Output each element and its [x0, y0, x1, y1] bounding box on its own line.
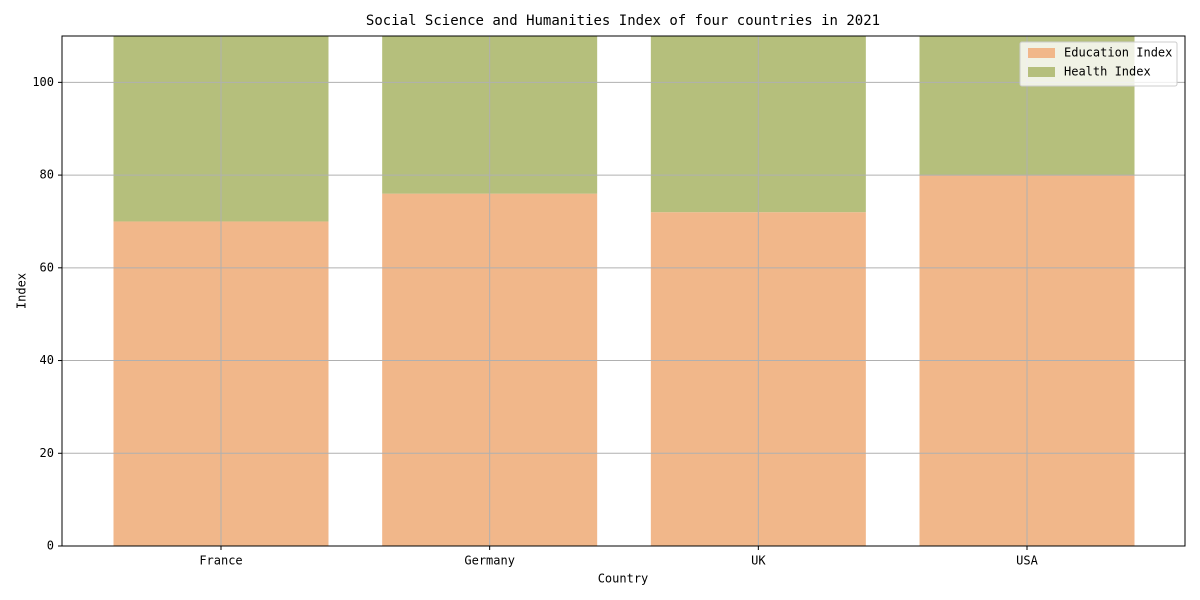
plot-frame: [61, 35, 1186, 547]
legend-swatch: [1028, 48, 1055, 58]
legend-label: Education Index: [1064, 46, 1172, 60]
x-axis-label: Country: [598, 572, 649, 586]
x-tick-label: France: [199, 554, 242, 568]
y-tick-label: 60: [40, 260, 54, 274]
y-tick-label: 80: [40, 168, 54, 182]
y-tick-label: 40: [40, 353, 54, 367]
y-tick-label: 0: [47, 539, 54, 553]
legend-box: [1019, 41, 1178, 87]
y-tick-label: 20: [40, 446, 54, 460]
x-tick-label: USA: [1016, 554, 1038, 568]
axes: 0 20 40 60 80 100 France Germany UK USA: [32, 75, 1038, 568]
x-tick-label: Germany: [464, 554, 515, 568]
legend-swatch: [1028, 67, 1055, 77]
y-tick-label: 100: [32, 75, 54, 89]
legend: Education Index Health Index: [1019, 41, 1178, 87]
x-tick-label: UK: [751, 554, 766, 568]
y-axis-label: Index: [15, 273, 29, 309]
chart-title: Social Science and Humanities Index of f…: [366, 13, 880, 29]
legend-label: Health Index: [1064, 65, 1151, 79]
